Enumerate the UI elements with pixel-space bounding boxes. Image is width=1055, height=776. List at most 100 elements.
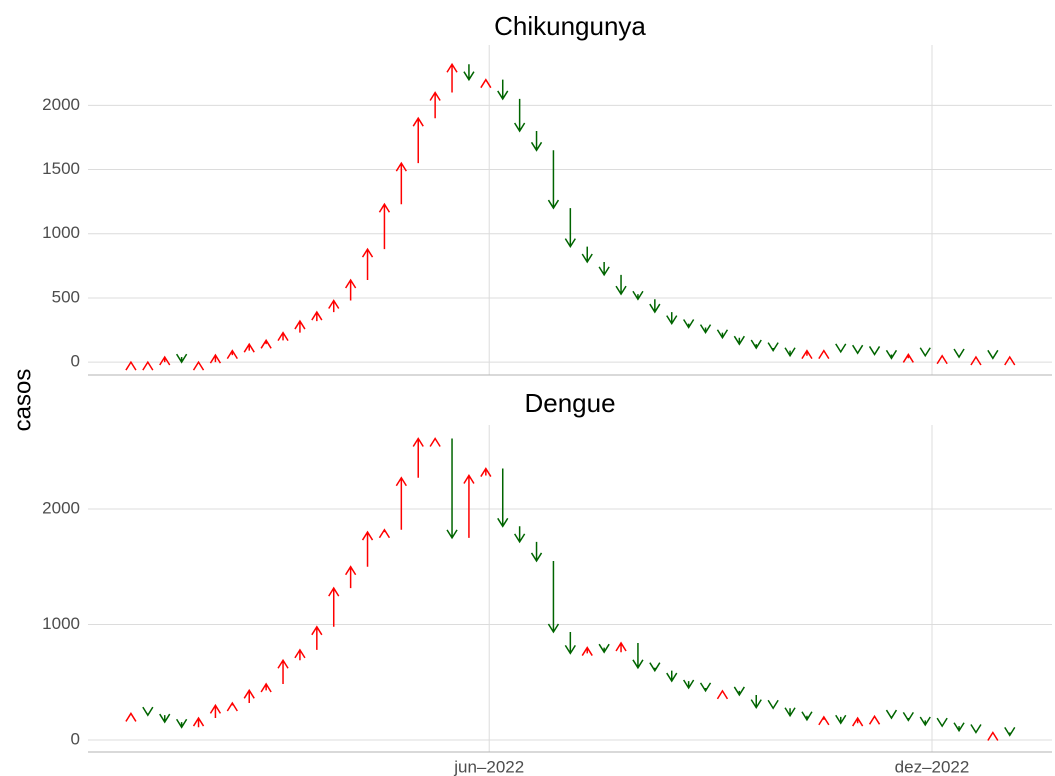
y-tick-label: 1000 <box>42 614 80 633</box>
arrow <box>175 718 188 729</box>
arrow <box>226 349 238 360</box>
arrow <box>463 64 475 82</box>
arrow <box>260 338 272 349</box>
arrow <box>581 246 593 264</box>
arrow <box>902 711 914 722</box>
arrow <box>209 703 222 719</box>
arrow <box>733 686 745 697</box>
arrow <box>328 299 340 313</box>
arrow <box>868 714 881 725</box>
y-tick-label: 1000 <box>42 223 80 242</box>
arrow <box>125 360 137 371</box>
arrow <box>547 560 560 634</box>
arrow <box>429 437 441 447</box>
panel-title: Chikungunya <box>494 11 646 41</box>
x-tick-label: jun–2022 <box>453 757 524 776</box>
arrow <box>159 355 171 366</box>
arrow <box>615 641 627 653</box>
arrow <box>666 312 678 326</box>
arrow <box>666 670 678 683</box>
y-tick-label: 0 <box>71 729 80 748</box>
arrow <box>412 437 424 478</box>
x-tick-label: dez–2022 <box>895 757 970 776</box>
y-axis-label: casos <box>9 369 36 432</box>
arrow <box>581 646 593 656</box>
arrow <box>987 731 999 741</box>
arrow <box>192 716 205 728</box>
arrow <box>649 662 661 673</box>
arrow <box>564 208 576 249</box>
y-tick-label: 1500 <box>42 159 80 178</box>
arrow <box>175 353 188 364</box>
arrow <box>125 712 137 722</box>
arrow <box>852 716 864 727</box>
arrow <box>835 343 847 354</box>
arrow <box>649 299 661 314</box>
arrow <box>750 694 762 710</box>
arrow <box>395 476 407 530</box>
arrow <box>142 706 154 717</box>
arrow <box>226 701 238 712</box>
arrow <box>480 78 492 89</box>
arrow <box>294 319 306 333</box>
arrow <box>277 658 289 684</box>
arrow <box>632 642 644 670</box>
arrow <box>835 714 847 725</box>
arrow <box>446 438 458 540</box>
arrow <box>192 360 205 371</box>
arrow <box>412 116 424 164</box>
arrow <box>902 353 914 363</box>
arrow <box>970 355 982 366</box>
arrow <box>514 98 526 133</box>
arrow <box>260 682 272 693</box>
arrow <box>716 689 729 700</box>
arrow <box>936 354 948 365</box>
arrow <box>311 310 323 322</box>
arrow <box>429 91 441 119</box>
arrow <box>446 62 458 93</box>
arrow <box>497 79 509 101</box>
arrow <box>598 643 610 654</box>
arrow <box>514 526 526 544</box>
arrow <box>277 331 289 342</box>
arrow <box>936 717 948 728</box>
arrow <box>818 715 830 726</box>
arrow <box>1004 726 1016 737</box>
arrow <box>733 335 745 346</box>
panel-title: Dengue <box>524 388 615 418</box>
arrow <box>547 150 560 210</box>
y-tick-label: 2000 <box>42 498 80 517</box>
arrow <box>767 342 779 353</box>
arrow <box>243 342 255 353</box>
arrow <box>632 290 644 301</box>
arrow <box>699 682 712 693</box>
arrow <box>615 274 627 296</box>
arrow <box>243 688 255 704</box>
arrow <box>344 278 357 301</box>
arrow <box>683 319 695 329</box>
y-tick-label: 0 <box>71 352 80 371</box>
arrow <box>463 474 475 538</box>
arrow <box>530 541 543 563</box>
arrow <box>987 349 999 360</box>
arrow <box>801 349 813 360</box>
arrow <box>294 648 306 661</box>
arrow <box>784 347 796 358</box>
arrow <box>868 346 881 356</box>
arrow <box>344 565 357 589</box>
arrow <box>378 528 391 539</box>
arrow <box>564 631 576 655</box>
arrow <box>953 722 965 733</box>
arrow <box>919 716 931 727</box>
arrow <box>497 468 509 528</box>
arrow <box>919 347 931 358</box>
arrow <box>311 625 323 650</box>
arrow <box>361 530 374 567</box>
arrow <box>378 202 391 250</box>
arrow <box>395 161 407 205</box>
arrow <box>885 349 898 360</box>
arrow <box>818 349 830 360</box>
arrow <box>328 586 340 627</box>
arrow <box>767 699 779 710</box>
